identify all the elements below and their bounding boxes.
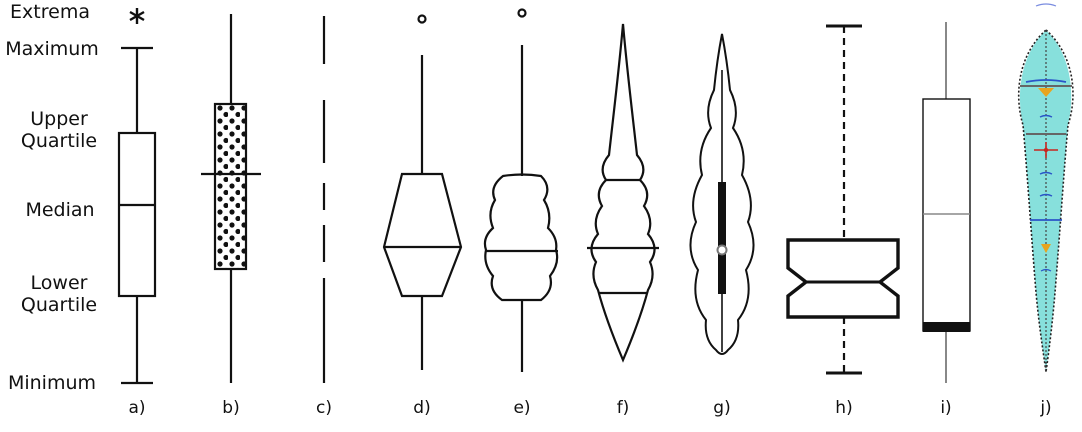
panel-label-h: h) [835, 398, 853, 418]
panel-label-g: g) [713, 398, 731, 418]
boxplot-g [689, 33, 755, 355]
label-extrema: Extrema [10, 1, 90, 23]
boxplot-e [483, 8, 559, 372]
panel-label-a: a) [128, 398, 146, 418]
panel-label-e: e) [513, 398, 531, 418]
panel-label-i: i) [940, 398, 952, 418]
label-median: Median [25, 199, 95, 221]
label-lower-quartile: Lower Quartile [20, 272, 98, 316]
panel-label-b: b) [222, 398, 240, 418]
panel-label-j: j) [1040, 398, 1052, 418]
panel-label-d: d) [413, 398, 431, 418]
label-maximum: Maximum [5, 38, 99, 60]
boxplot-a [117, 8, 157, 385]
label-minimum: Minimum [7, 372, 97, 394]
boxplot-i [922, 22, 971, 383]
boxplot-d [382, 14, 463, 370]
panel-label-f: f) [616, 398, 630, 418]
boxplot-f [587, 23, 659, 363]
boxplot-h [786, 24, 900, 375]
panel-label-c: c) [316, 398, 332, 418]
boxplot-b [201, 14, 261, 383]
label-upper-quartile: Upper Quartile [20, 108, 98, 152]
boxplot-j [1017, 3, 1074, 373]
extrema-asterisk [129, 8, 145, 24]
